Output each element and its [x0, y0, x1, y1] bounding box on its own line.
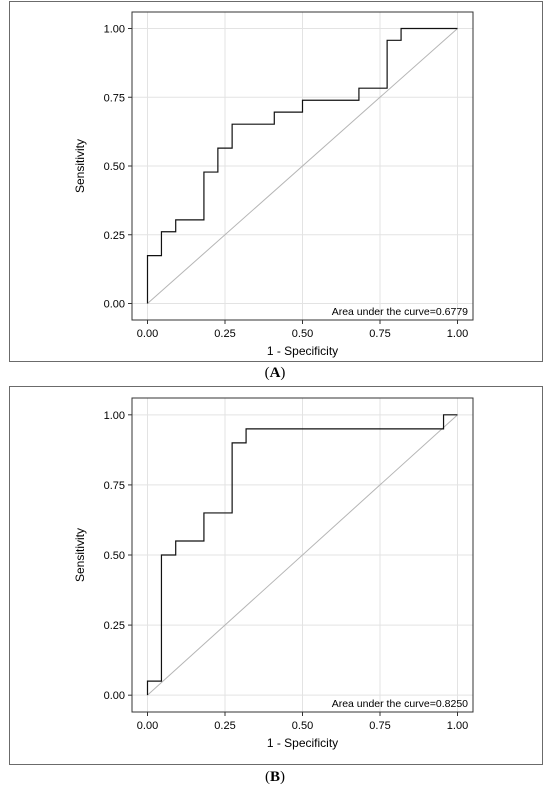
- x-tick-label: 0.75: [369, 328, 390, 340]
- x-tick-label: 0.75: [369, 720, 390, 732]
- x-tick-label: 0.00: [137, 720, 158, 732]
- y-tick-label: 0.00: [104, 690, 125, 702]
- chart-panel-a: 0.00 0.25 0.50 0.75 1.00 0.00 0.25 0.50 0.75 1.00…: [9, 1, 543, 362]
- roc-chart-a: 0.00 0.25 0.50 0.75 1.00 0.00 0.25 0.50 0.75 1.00…: [73, 11, 474, 358]
- x-tick-label: 0.50: [292, 328, 313, 340]
- reference-diagonal-line: [147, 414, 458, 696]
- y-tick-label: 1.00: [104, 24, 125, 36]
- caption-a-label: A: [269, 365, 281, 381]
- x-tick-label: 0.25: [214, 720, 235, 732]
- chart-panel-b: 0.00 0.25 0.50 0.75 1.00 0.00 0.25 0.50 0.75 1.00…: [9, 386, 543, 765]
- caption-a: (A): [264, 365, 286, 381]
- x-tick-label: 0.00: [137, 328, 158, 340]
- roc-chart-b: 0.00 0.25 0.50 0.75 1.00 0.00 0.25 0.50 0.75 1.00…: [73, 397, 474, 750]
- x-tick-label: 0.25: [214, 328, 235, 340]
- roc-curve-a: [146, 27, 458, 304]
- reference-diagonal-line: [147, 28, 458, 304]
- y-axis-label: Sensitivity: [73, 139, 87, 193]
- y-tick-label: 1.00: [104, 410, 125, 422]
- y-tick-label: 0.50: [104, 161, 125, 173]
- x-tick-label: 1.00: [447, 720, 468, 732]
- x-axis-label: 1 - Specificity: [267, 736, 338, 750]
- x-axis-label: 1 - Specificity: [267, 344, 338, 358]
- caption-b-label: B: [269, 769, 280, 785]
- x-tick-label: 0.50: [292, 720, 313, 732]
- y-tick-label: 0.75: [104, 92, 125, 104]
- y-tick-label: 0.25: [104, 230, 125, 242]
- y-tick-label: 0.00: [104, 299, 125, 311]
- auc-annotation: Area under the curve=0.6779: [332, 306, 468, 318]
- roc-curve-b: [146, 414, 458, 696]
- caption-b: (B): [264, 769, 285, 785]
- auc-annotation: Area under the curve=0.8250: [332, 698, 468, 710]
- y-tick-label: 0.75: [104, 480, 125, 492]
- y-axis-label: Sensitivity: [73, 528, 87, 582]
- x-tick-label: 1.00: [447, 328, 468, 340]
- y-tick-label: 0.50: [104, 550, 125, 562]
- y-tick-label: 0.25: [104, 620, 125, 632]
